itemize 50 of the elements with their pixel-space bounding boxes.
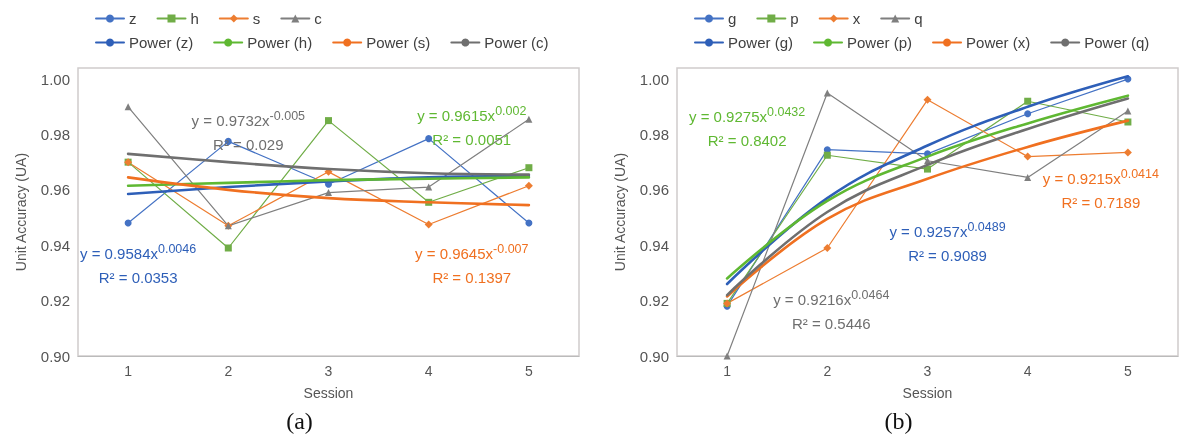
text: (b) [884, 408, 913, 434]
x-tick-label: 5 [525, 363, 533, 379]
annotation: y = 0.9275x$^{0.0432}$ R² = 0.8402 [689, 103, 806, 151]
legend-label: Power (z) [129, 34, 194, 51]
x-tick-label: 4 [1023, 363, 1032, 379]
y-tick-label: 0.92 [639, 292, 669, 310]
x-axis-title: Session [303, 385, 354, 401]
legend-label: c [314, 10, 323, 27]
x-tick-label: 2 [224, 363, 233, 379]
y-axis-title: Unit Accuracy (UA) [13, 152, 29, 272]
legend-label: z [129, 10, 137, 27]
text: (a) [286, 408, 313, 434]
legend-label: Power (s) [366, 34, 431, 51]
y-tick-label: 0.90 [639, 347, 669, 365]
x-tick-label: 4 [424, 363, 433, 379]
y-tick-label: 0.98 [40, 125, 70, 143]
y-tick-label: 0.96 [639, 181, 669, 199]
legend-label: s [252, 10, 261, 27]
legend-label: Power (h) [247, 34, 313, 51]
legend-label: h [190, 10, 199, 27]
legend-label: x [852, 10, 861, 27]
legend-label: Power (x) [966, 34, 1031, 51]
annotation: y = 0.9215x$^{0.0414}$ R² = 0.7189 [1042, 165, 1159, 213]
x-tick-label: 1 [124, 363, 133, 379]
y-tick-label: 1.00 [639, 70, 669, 88]
x-tick-label: 3 [324, 363, 333, 379]
legend-label: Power (p) [847, 34, 913, 51]
x-axis-title: Session [902, 385, 953, 401]
legend-label: Power (c) [484, 34, 549, 51]
annotation: y = 0.9645x$^{-0.007}$ R² = 0.1397 [415, 240, 529, 288]
annotation: y = 0.9257x$^{0.0489}$ R² = 0.9089 [889, 218, 1006, 266]
legend-label: Power (g) [728, 34, 794, 51]
y-tick-label: 0.98 [639, 125, 669, 143]
y-tick-label: 1.00 [40, 70, 70, 88]
legend-label: g [728, 10, 737, 27]
annotation: y = 0.9584x$^{0.0046}$ R² = 0.0353 [80, 240, 197, 288]
x-tick-label: 5 [1124, 363, 1132, 379]
legend-label: p [790, 10, 799, 27]
x-tick-label: 3 [923, 363, 932, 379]
y-axis-title: Unit Accuracy (UA) [612, 152, 628, 272]
annotation: y = 0.9216x$^{0.0464}$ R² = 0.5446 [773, 286, 890, 334]
legend-label: q [914, 10, 923, 27]
legend-label: Power (q) [1084, 34, 1150, 51]
y-tick-label: 0.96 [40, 181, 70, 199]
y-tick-label: 0.94 [639, 236, 669, 254]
x-tick-label: 2 [823, 363, 832, 379]
y-tick-label: 0.94 [40, 236, 70, 254]
x-tick-label: 1 [723, 363, 732, 379]
y-tick-label: 0.92 [40, 292, 70, 310]
y-tick-label: 0.90 [40, 347, 70, 365]
